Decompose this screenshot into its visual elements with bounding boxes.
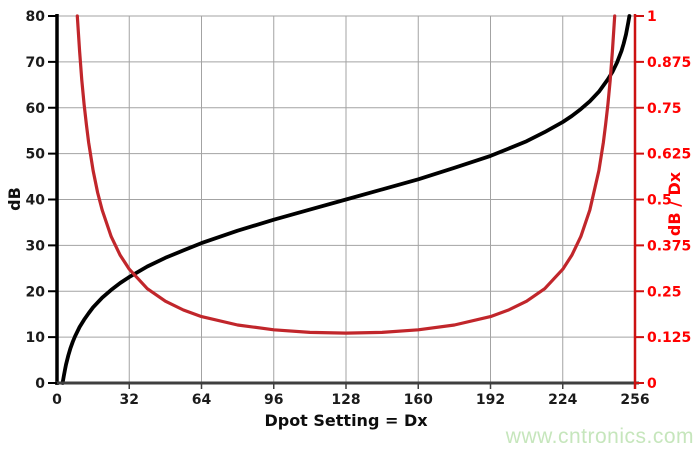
right-axis-tick-label: 0.5 [647,193,672,209]
x-axis-tick-label: 256 [620,392,649,408]
x-axis-tick-label: 0 [52,392,62,408]
curve-db [60,14,632,385]
x-axis-tick-label: 192 [476,392,505,408]
x-axis-tick-label: 160 [404,392,433,408]
right-axis-tick-label: 0.375 [647,238,691,254]
right-axis-tick-label: 0.625 [647,147,691,163]
left-axis-label: dB [5,187,24,211]
left-axis-tick-label: 30 [26,238,46,254]
right-axis-tick-label: 0.25 [647,284,682,300]
x-axis-title: Dpot Setting = Dx [264,411,428,430]
left-axis-tick-label: 40 [26,193,46,209]
right-axis-tick-label: 0.125 [647,330,691,346]
left-axis-tick-label: 0 [35,376,45,392]
watermark: www.cntronics.com [505,425,694,448]
x-axis-tick-label: 64 [192,392,212,408]
x-axis-tick-label: 224 [548,392,577,408]
left-axis-tick-label: 70 [26,55,46,71]
x-axis-tick-label: 128 [331,392,360,408]
left-axis-tick-label: 50 [26,147,46,163]
curve-db-per-dx [75,14,617,335]
right-axis-tick-label: 0.75 [647,101,682,117]
left-axis-tick-label: 80 [26,9,46,25]
right-axis-label: dB / Dx [665,171,684,237]
left-axis-tick-label: 60 [26,101,46,117]
left-axis-tick-label: 10 [26,330,46,346]
x-axis-tick-label: 32 [120,392,139,408]
right-axis-tick-label: 1 [647,9,657,25]
right-axis-tick-label: 0 [647,376,657,392]
left-axis-tick-label: 20 [26,284,46,300]
right-axis-tick-label: 0.875 [647,55,691,71]
x-axis-tick-label: 96 [264,392,283,408]
